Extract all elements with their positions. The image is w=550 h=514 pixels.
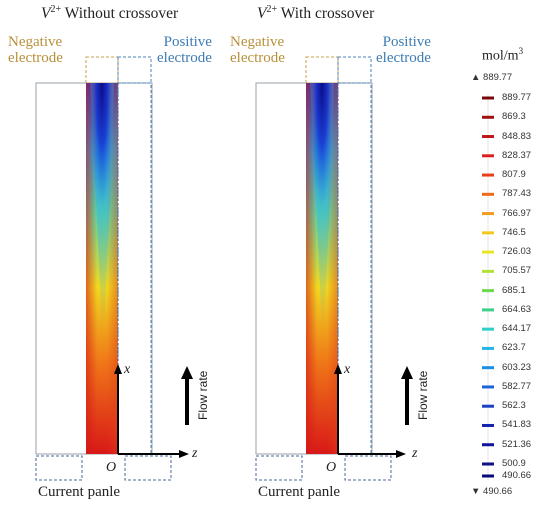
- current-panel-box-right: [124, 455, 172, 481]
- flow-rate-label-right: Flow rate: [416, 370, 430, 420]
- negative-electrode-label-right: Negative electrode: [230, 34, 285, 66]
- colorbar-tick-label: 889.77: [502, 92, 532, 103]
- current-panel-box-left: [255, 455, 303, 481]
- negative-label-line1: Negative: [230, 34, 285, 50]
- x-axis-arrow: [114, 364, 122, 374]
- negative-inlet-box: [305, 56, 339, 84]
- negative-label-line2: electrode: [230, 50, 285, 66]
- colorbar-mark: [482, 385, 494, 389]
- colorbar-mark: [482, 96, 494, 100]
- panel-right-title: V2+ With crossover: [257, 4, 374, 23]
- positive-label-line1: Positive: [382, 34, 431, 50]
- right-cell: [255, 56, 413, 481]
- colorbar-tick-label: 705.57: [502, 265, 532, 277]
- colorbar-mark: [482, 327, 494, 331]
- flow-rate-label-left: Flow rate: [196, 370, 210, 420]
- panel-left-title: V2+ Without crossover: [41, 4, 178, 23]
- z-axis-arrow: [396, 450, 406, 458]
- negative-label-line1: Negative: [8, 34, 63, 50]
- title-text: Without crossover: [61, 5, 179, 23]
- current-panel-label-right: Current panle: [258, 484, 341, 500]
- colorbar-tick-label: 541.83: [502, 419, 532, 431]
- colorbar-tick-label: 848.83: [502, 130, 532, 142]
- colorbar-mark: [482, 115, 494, 119]
- colorbar-unit: mol/m3: [482, 46, 523, 65]
- title-text: With crossover: [277, 5, 375, 23]
- origin-label-left: O: [106, 460, 117, 475]
- unit-exponent: 3: [518, 46, 524, 56]
- colorbar-mark: [482, 423, 494, 427]
- colorbar-tick-label: 828.37: [502, 149, 532, 161]
- colorbar-tick-label: 500.9: [502, 458, 526, 469]
- z-axis-arrow: [179, 450, 189, 458]
- colorbar: [482, 94, 494, 480]
- colorbar-mark: [482, 250, 494, 254]
- negative-electrode-label-left: Negative electrode: [8, 34, 63, 66]
- current-panel-label-left: Current panle: [38, 484, 121, 500]
- positive-label-line1: Positive: [163, 34, 212, 50]
- colorbar-tick-label: 746.5: [502, 226, 526, 238]
- colorbar-mark: [482, 474, 494, 478]
- colorbar-tick-label: 787.43: [502, 188, 532, 200]
- colorbar-mark: [482, 231, 494, 235]
- origin-label-right: O: [326, 460, 337, 475]
- left-cell: [35, 56, 193, 481]
- colorbar-tick-label: 623.7: [502, 342, 526, 354]
- colorbar-tick-label: 685.1: [502, 284, 526, 296]
- colorbar-tick-label: 726.03: [502, 246, 532, 258]
- species-symbol: V: [257, 5, 267, 23]
- colorbar-tick-label: 644.17: [502, 323, 532, 335]
- negative-label-line2: electrode: [8, 50, 63, 66]
- colorbar-mark: [482, 154, 494, 158]
- colorbar-mark: [482, 404, 494, 408]
- x-axis-arrow: [334, 364, 342, 374]
- colorbar-tick-label: 603.23: [502, 361, 532, 373]
- colorbar-mark: [482, 366, 494, 370]
- positive-electrode-label-left: Positive electrode: [157, 34, 212, 66]
- colorbar-tick-label: 521.36: [502, 438, 532, 450]
- axis-z-label-left: z: [192, 446, 198, 461]
- species-charge: 2+: [266, 4, 278, 15]
- colorbar-tick-label: 582.77: [502, 380, 532, 392]
- positive-label-line2: electrode: [157, 50, 212, 66]
- colorbar-mark: [482, 462, 494, 466]
- colorbar-mark: [482, 212, 494, 216]
- species-symbol: V: [41, 5, 51, 23]
- colorbar-mark: [482, 135, 494, 139]
- colorbar-tick-label: 562.3: [502, 400, 526, 412]
- positive-label-line2: electrode: [376, 50, 431, 66]
- current-panel-box-left: [35, 455, 83, 481]
- negative-inlet-box: [85, 56, 119, 84]
- positive-electrode-label-right: Positive electrode: [376, 34, 431, 66]
- species-charge: 2+: [50, 4, 62, 15]
- colorbar-tick-label: 807.9: [502, 169, 526, 181]
- colorbar-tick-label: 490.66: [502, 470, 532, 481]
- colorbar-mark: [482, 289, 494, 293]
- colorbar-min-label: ▼ 490.66: [471, 486, 513, 497]
- colorbar-mark: [482, 308, 494, 312]
- colorbar-mark: [482, 173, 494, 177]
- colorbar-max-label: ▲ 889.77: [471, 72, 513, 83]
- positive-inlet-box: [337, 56, 372, 84]
- unit-base: mol/m: [482, 48, 519, 64]
- colorbar-tick-label: 869.3: [502, 111, 526, 123]
- colorbar-mark: [482, 192, 494, 196]
- positive-inlet-box: [117, 56, 152, 84]
- current-panel-box-right: [344, 455, 392, 481]
- colorbar-mark: [482, 346, 494, 350]
- axis-x-label-right: x: [344, 362, 351, 377]
- colorbar-mark: [482, 269, 494, 273]
- colorbar-tick-label: 664.63: [502, 303, 532, 315]
- axis-z-label-right: z: [412, 446, 418, 461]
- axis-x-label-left: x: [124, 362, 131, 377]
- colorbar-tick-label: 766.97: [502, 207, 532, 219]
- colorbar-mark: [482, 443, 494, 447]
